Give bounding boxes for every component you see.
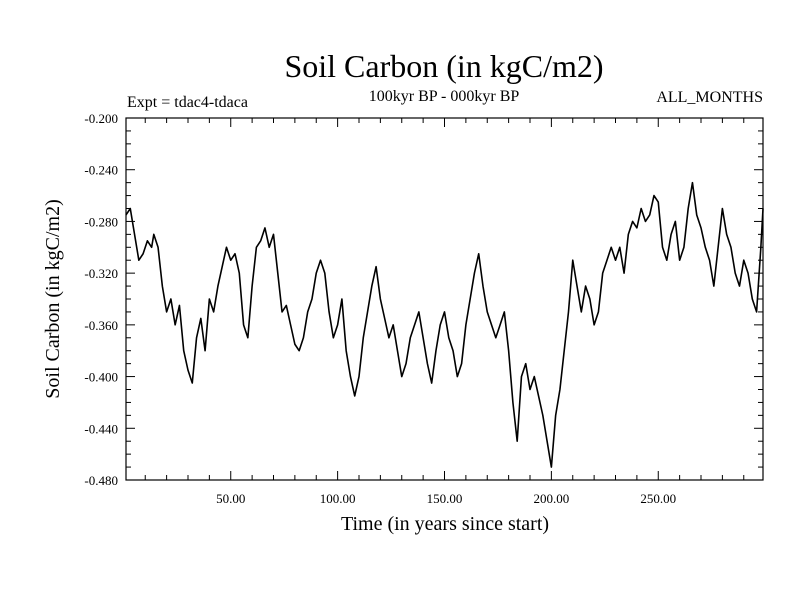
x-tick-label: 150.00 <box>427 491 463 506</box>
y-tick-label: -0.400 <box>84 370 118 385</box>
y-tick-label: -0.320 <box>84 266 118 281</box>
expt-label: Expt = tdac4-tdaca <box>127 94 248 111</box>
y-tick-label: -0.280 <box>84 214 118 229</box>
x-axis: 50.00 100.00 150.00 200.00 250.00 <box>144 118 745 506</box>
y-tick-label: -0.200 <box>84 111 118 126</box>
months-label: ALL_MONTHS <box>656 89 763 106</box>
x-axis-label: Time (in years since start) <box>341 513 549 535</box>
y-axis-label: Soil Carbon (in kgC/m2) <box>42 199 64 398</box>
x-tick-label: 250.00 <box>640 491 676 506</box>
y-axis: -0.200 -0.240 -0.280 -0.320 -0.360 -0.400 -0.4… <box>84 111 763 488</box>
x-tick-label: 100.00 <box>320 491 356 506</box>
x-tick-label: 50.00 <box>216 491 245 506</box>
y-tick-label: -0.480 <box>84 473 118 488</box>
y-tick-label: -0.360 <box>84 318 118 333</box>
y-tick-label: -0.440 <box>84 421 118 436</box>
y-tick-label: -0.240 <box>84 163 118 178</box>
series-line-soil-carbon <box>125 181 764 468</box>
x-tick-label: 200.00 <box>534 491 570 506</box>
chart-subtitle: 100kyr BP - 000kyr BP <box>369 88 520 105</box>
chart-title: Soil Carbon (in kgC/m2) <box>284 48 603 84</box>
plot-frame <box>125 117 764 481</box>
